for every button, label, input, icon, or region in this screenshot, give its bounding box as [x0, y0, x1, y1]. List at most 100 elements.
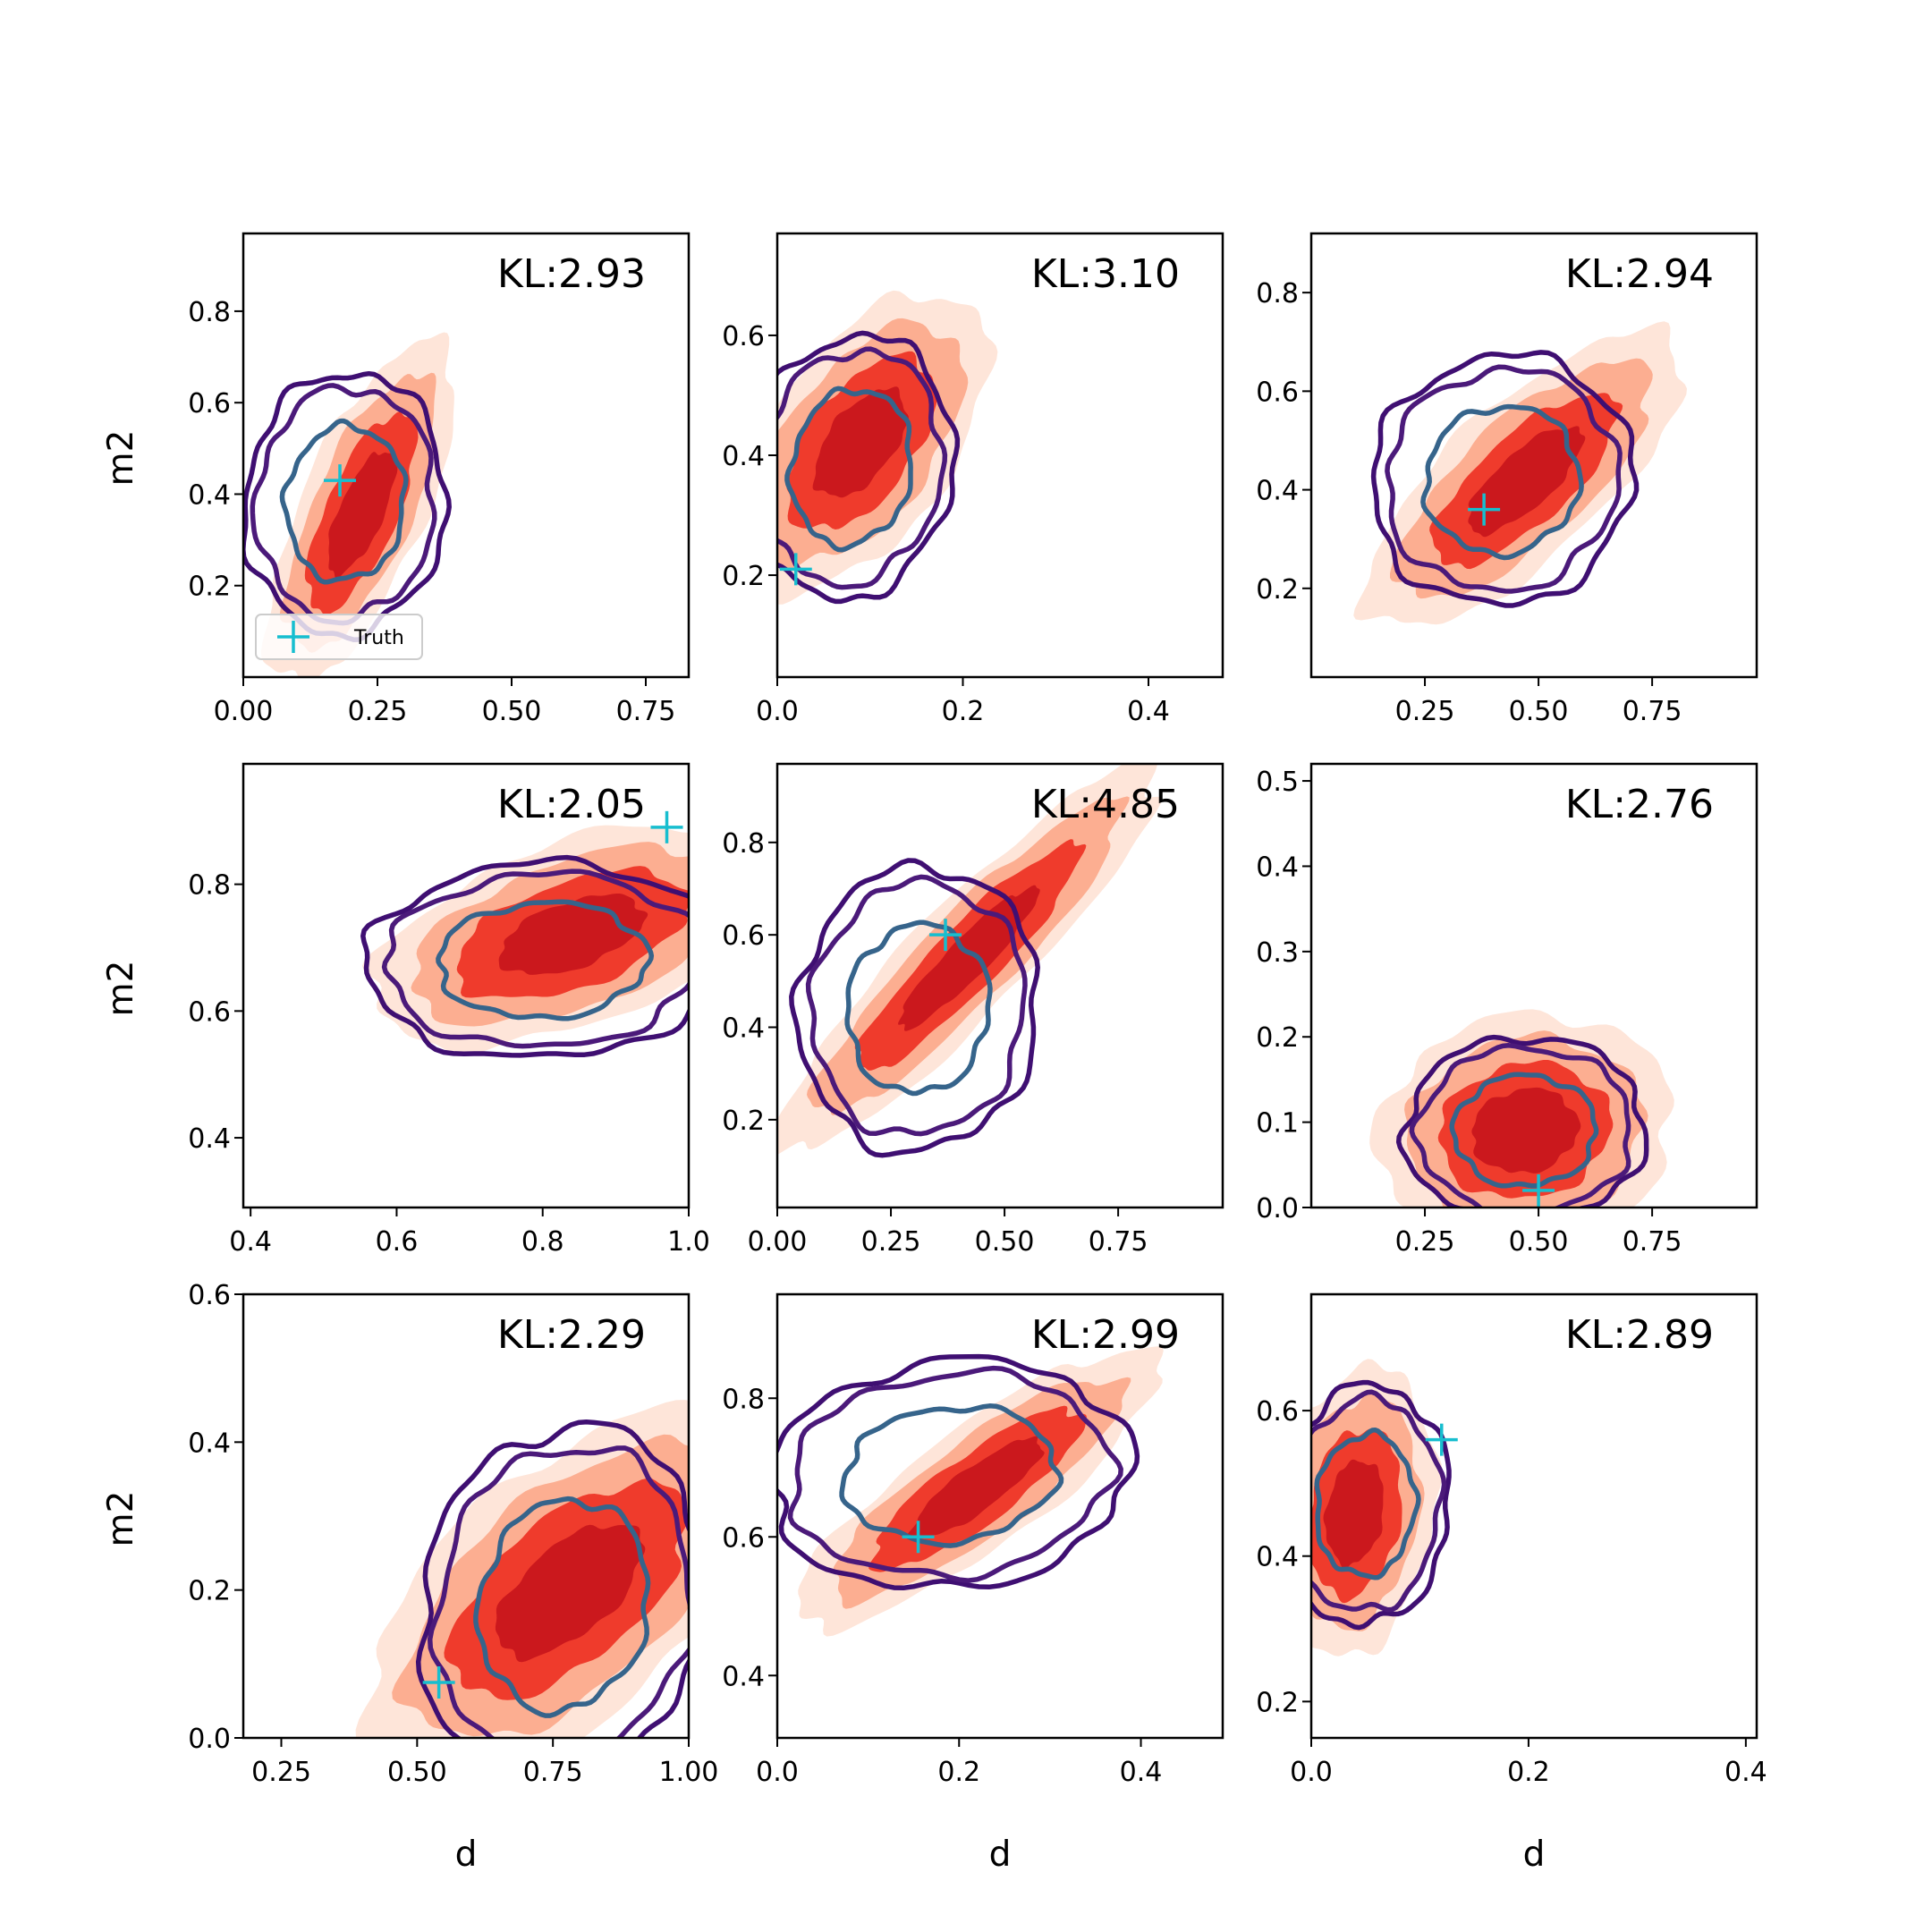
- y-tick-label: 0.4: [188, 1123, 231, 1155]
- y-tick-label: 0.5: [1256, 767, 1299, 798]
- x-tick-label: 0.4: [229, 1226, 272, 1258]
- legend-box: [255, 614, 423, 660]
- kl-divergence-label: KL:2.76: [1565, 782, 1714, 827]
- density-contour-line: [789, 858, 1040, 1158]
- y-tick-label: 0.1: [1256, 1108, 1299, 1140]
- subplot-panel: 0.00 0.25 0.50 0.75 0.2 0.4 0.6 0.8 KL:4.85: [722, 762, 1224, 1258]
- density-contour-line: [279, 418, 409, 585]
- x-axis-label: d: [1523, 1835, 1546, 1875]
- y-tick-label: 0.2: [722, 1106, 765, 1137]
- density-contour-line: [250, 383, 437, 626]
- density-contour-line: [787, 1365, 1123, 1583]
- density-contour-line: [777, 330, 961, 605]
- x-tick-label: 0.2: [1507, 1757, 1550, 1788]
- axes-frame: [242, 762, 691, 1209]
- truth-marker: [779, 553, 812, 586]
- y-tick-label: 0.8: [188, 297, 231, 328]
- truth-marker: [902, 1521, 935, 1554]
- subplot-panel: 0.25 0.50 0.75 1.00 0.0 0.2 0.4 0.6 KL:2.29: [188, 1280, 718, 1788]
- legend-label: Truth: [353, 627, 404, 649]
- y-tick-label: 0.6: [722, 321, 765, 352]
- density-contour-line: [1395, 1034, 1649, 1208]
- y-tick-label: 0.4: [188, 479, 231, 511]
- axes-frame: [242, 1292, 691, 1740]
- x-tick-label: 0.25: [1395, 696, 1455, 727]
- y-tick-label: 0.0: [188, 1724, 231, 1755]
- plot-area: [355, 1400, 689, 1738]
- x-tick-label: 0.25: [861, 1226, 921, 1258]
- density-contour-line: [243, 370, 452, 642]
- subplot-panel: 0.0 0.2 0.4 0.2 0.4 0.6 KL:2.89: [1256, 1292, 1767, 1788]
- density-contour-line: [1314, 1427, 1421, 1580]
- x-tick-label: 0.4: [1120, 1757, 1163, 1788]
- subplot-panel: 0.0 0.2 0.4 0.4 0.6 0.8 KL:2.99: [722, 1292, 1224, 1788]
- subplot-panel: 0.25 0.50 0.75 0.0 0.1 0.2 0.3 0.4 0.5 KL:2.76: [1256, 762, 1758, 1258]
- plot-area: [777, 764, 1162, 1158]
- truth-marker: [324, 464, 356, 497]
- y-tick-label: 0.8: [722, 1384, 765, 1415]
- y-tick-label: 0.4: [722, 1661, 765, 1692]
- y-tick-label: 0.2: [1256, 1687, 1299, 1718]
- truth-marker: [1522, 1174, 1555, 1207]
- truth-marker: [929, 919, 962, 952]
- density-contour-line: [381, 869, 689, 1049]
- subplot-panel: 0.0 0.2 0.4 0.2 0.4 0.6 KL:3.10: [722, 232, 1224, 727]
- density-contour-line: [1385, 364, 1623, 594]
- truth-marker: [1468, 493, 1501, 526]
- y-axis-label: m2: [101, 430, 141, 487]
- x-axis-label: d: [989, 1835, 1012, 1875]
- density-contour-line: [427, 1445, 689, 1738]
- y-tick-label: 0.6: [188, 388, 231, 419]
- y-tick-label: 0.6: [722, 1522, 765, 1554]
- x-tick-label: 0.0: [756, 1757, 799, 1788]
- subplot-panel: 0.00 0.25 0.50 0.75 0.2 0.4 0.6 0.8 KL:2.93 Truth: [188, 232, 691, 727]
- y-tick-label: 0.6: [1256, 377, 1299, 408]
- density-contour-line: [777, 346, 948, 590]
- y-tick-label: 0.2: [1256, 1022, 1299, 1054]
- y-tick-label: 0.2: [188, 1576, 231, 1607]
- density-contour-line: [360, 854, 689, 1058]
- x-tick-label: 0.2: [937, 1757, 980, 1788]
- legend: Truth: [255, 614, 423, 660]
- x-tick-label: 0.6: [376, 1226, 419, 1258]
- axes-frame: [242, 232, 691, 679]
- truth-marker: [1425, 1423, 1458, 1456]
- kl-divergence-label: KL:3.10: [1031, 251, 1180, 297]
- density-contour-line: [1311, 1379, 1452, 1631]
- x-tick-label: 0.8: [521, 1226, 564, 1258]
- x-tick-label: 0.00: [214, 696, 274, 727]
- y-tick-label: 0.8: [722, 828, 765, 860]
- x-tick-label: 0.4: [1724, 1757, 1767, 1788]
- x-axis-label: d: [455, 1835, 478, 1875]
- y-tick-label: 0.4: [722, 1013, 765, 1045]
- plot-area: [1369, 1009, 1674, 1208]
- density-contour-line: [1449, 1072, 1599, 1189]
- density-contour-line: [844, 919, 993, 1097]
- x-tick-label: 0.0: [1290, 1757, 1333, 1788]
- x-tick-label: 0.50: [975, 1226, 1035, 1258]
- subplot-panel: 0.25 0.50 0.75 0.2 0.4 0.6 0.8 KL:2.94: [1256, 232, 1758, 727]
- y-tick-label: 0.0: [1256, 1193, 1299, 1224]
- y-tick-label: 0.2: [1256, 574, 1299, 606]
- filled-density-contour: [495, 1524, 646, 1663]
- kl-divergence-label: KL:2.29: [497, 1312, 646, 1358]
- subplot-panel: 0.4 0.6 0.8 1.0 0.4 0.6 0.8 KL:2.05: [188, 762, 710, 1258]
- legend-truth-marker: [277, 621, 309, 653]
- x-tick-label: 0.75: [1089, 1226, 1148, 1258]
- density-contour-line: [839, 1403, 1064, 1548]
- axes-frame: [775, 1292, 1224, 1740]
- x-tick-label: 0.75: [1623, 696, 1682, 727]
- x-tick-label: 0.75: [616, 696, 676, 727]
- filled-density-contour: [812, 386, 909, 498]
- y-tick-label: 0.4: [1256, 852, 1299, 883]
- kl-divergence-label: KL:4.85: [1031, 782, 1180, 827]
- density-contour-line: [777, 1353, 1140, 1591]
- density-contour-line: [1420, 403, 1584, 561]
- kl-divergence-label: KL:2.89: [1565, 1312, 1714, 1358]
- filled-density-contour: [328, 452, 398, 580]
- x-tick-label: 0.75: [523, 1757, 583, 1788]
- density-contour-line: [473, 1496, 651, 1718]
- y-tick-label: 0.4: [722, 441, 765, 472]
- axes-frame: [1309, 232, 1758, 679]
- x-tick-label: 0.50: [482, 696, 542, 727]
